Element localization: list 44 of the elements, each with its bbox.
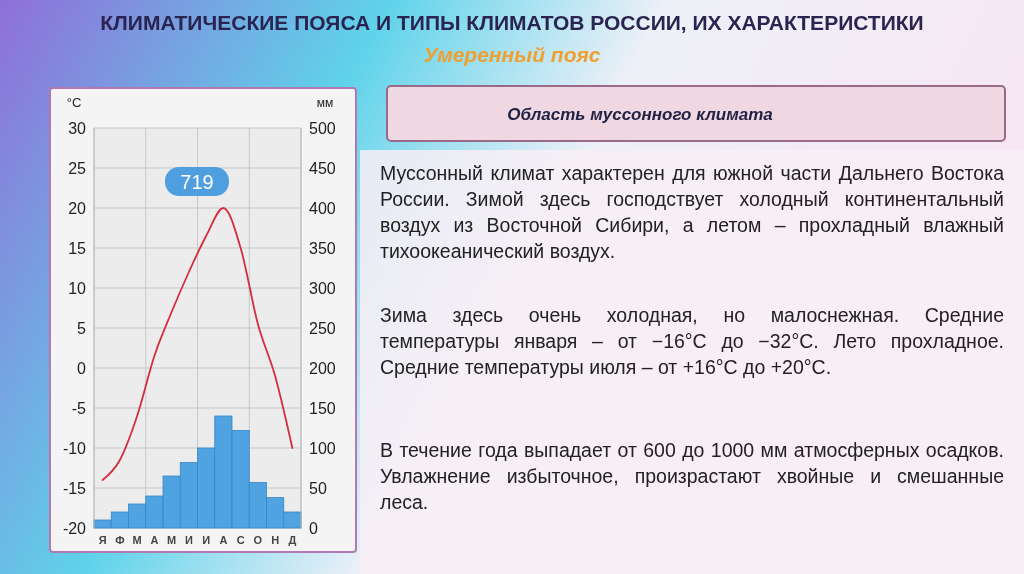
x-tick-label: Н bbox=[271, 534, 280, 546]
annotation: 719 bbox=[180, 171, 214, 193]
x-tick-label: Д bbox=[288, 534, 297, 546]
y-tick-label: 25 bbox=[68, 159, 87, 177]
x-tick-label: А bbox=[150, 534, 159, 546]
y2-tick-label: 300 bbox=[309, 279, 336, 297]
y-tick-label: 15 bbox=[68, 239, 87, 257]
y-tick-label: -5 bbox=[71, 399, 87, 417]
x-tick-label: И bbox=[202, 534, 211, 546]
y2-tick-label: 100 bbox=[309, 439, 336, 457]
x-tick-label: М bbox=[132, 534, 142, 546]
y2-tick-label: 200 bbox=[309, 359, 336, 377]
y2-tick-label: 150 bbox=[309, 399, 336, 417]
x-tick-label: А bbox=[219, 534, 228, 546]
text: В течение года выпадает от 600 до 1000 мм атмосферных осадков. Увлажнение избыточное, произрастают хвойные и смешанные леса. bbox=[380, 438, 1004, 515]
text: Умеренный пояс bbox=[423, 43, 601, 66]
y-tick-label: 10 bbox=[68, 279, 87, 297]
y-tick-label: 30 bbox=[68, 119, 87, 137]
y2-tick-label: 450 bbox=[309, 159, 336, 177]
x-tick-label: М bbox=[167, 534, 177, 546]
y-tick-label: -20 bbox=[62, 519, 87, 537]
y-tick-label: -10 bbox=[62, 439, 87, 457]
x-tick-label: И bbox=[184, 534, 193, 546]
y2-tick-label: 250 bbox=[309, 319, 336, 337]
y2-tick-label: 0 bbox=[309, 519, 318, 537]
y2-tick-label: 50 bbox=[309, 479, 327, 497]
text: Муссонный климат характерен для южной части Дальнего Востока России. Зимой здесь господствует холодный континентальный воздух из Восточной Сибири, а летом – прохладный влажный тихоокеанический воздух. bbox=[380, 161, 1004, 264]
y2-tick-label: 400 bbox=[309, 199, 336, 217]
text: КЛИМАТИЧЕСКИЕ ПОЯСА И ТИПЫ КЛИМАТОВ РОССИИ, ИХ ХАРАКТЕРИСТИКИ bbox=[100, 11, 924, 34]
x-tick-label: О bbox=[253, 534, 263, 546]
y2-tick-label: 500 bbox=[309, 119, 336, 137]
line-series bbox=[101, 207, 294, 481]
text: Область муссонного климата bbox=[507, 104, 773, 124]
y-axis-title: °C bbox=[66, 95, 82, 110]
x-tick-label: Я bbox=[98, 534, 107, 546]
y2-axis-title: мм bbox=[316, 96, 334, 110]
x-tick-label: С bbox=[236, 534, 245, 546]
y-tick-label: 20 bbox=[68, 199, 87, 217]
text: Зима здесь очень холодная, но малоснежная. Средние температуры января – от −16°C до −32°C. Лето прохладное. Средние температуры июля – от +16°C до +20°C. bbox=[380, 303, 1004, 380]
y-tick-label: -15 bbox=[62, 479, 87, 497]
y2-tick-label: 350 bbox=[309, 239, 336, 257]
x-tick-label: Ф bbox=[115, 534, 125, 546]
y-tick-label: 5 bbox=[77, 319, 87, 337]
y-tick-label: 0 bbox=[77, 359, 87, 377]
